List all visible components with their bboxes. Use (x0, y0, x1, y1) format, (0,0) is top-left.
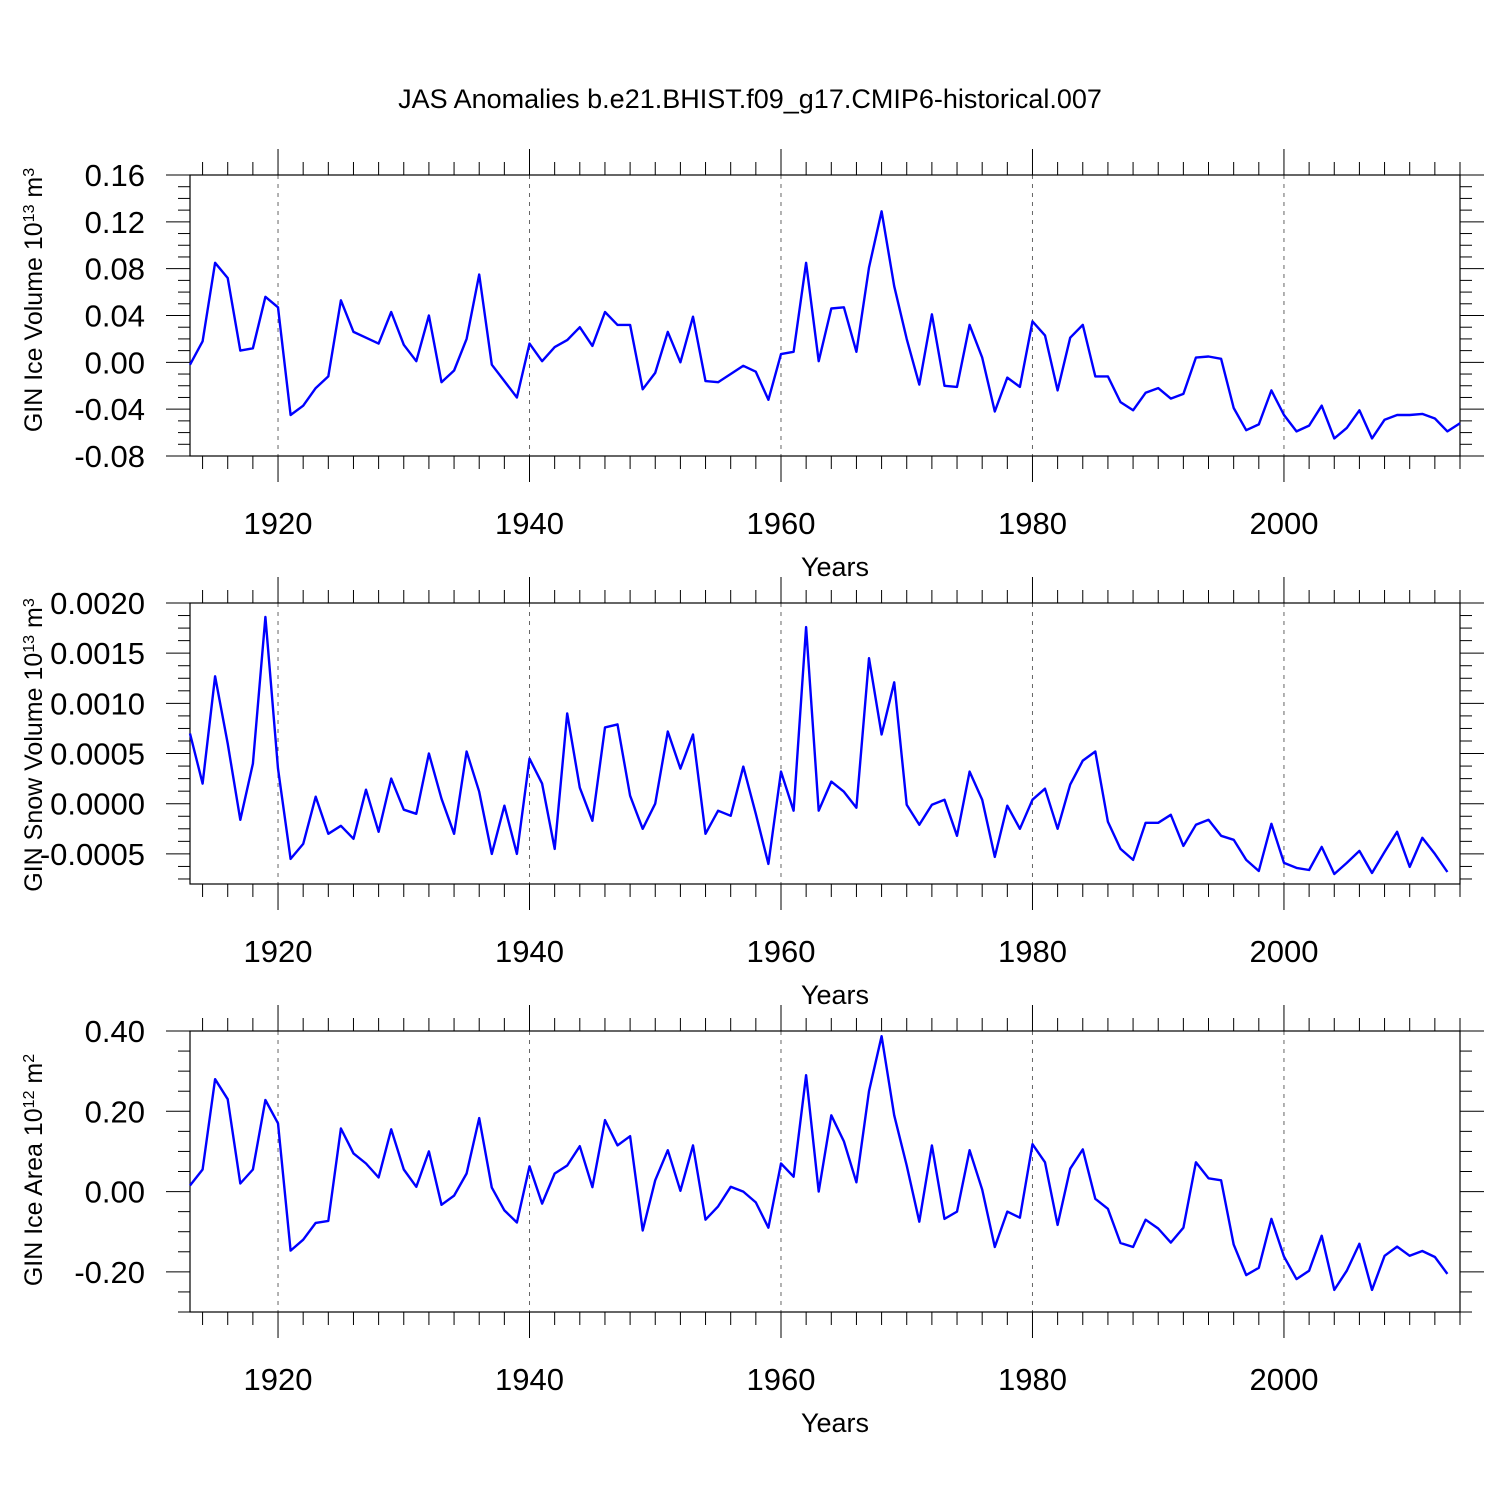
x-tick-label: 1940 (495, 506, 564, 541)
y-tick-label: 0.40 (85, 1014, 145, 1049)
y-tick-label: -0.04 (74, 392, 145, 427)
chart-title: JAS Anomalies b.e21.BHIST.f09_g17.CMIP6-… (398, 84, 1102, 114)
plot-frame (189, 174, 1461, 457)
x-axis-label: Years (801, 980, 869, 1010)
x-axis-label: Years (801, 1408, 869, 1438)
x-tick-label: 1940 (495, 1362, 564, 1397)
y-tick-label: 0.12 (85, 205, 145, 240)
panel-ice-area: 1920 1940 1960 1980 2000 -0.20 0.00 0.20 0.40 GIN… (20, 1005, 1484, 1438)
x-tick-label: 1920 (244, 934, 313, 969)
x-tick-label: 2000 (1249, 1362, 1318, 1397)
y-axis-label: GIN Snow Volume 1013 m3 (20, 598, 48, 892)
x-tick-label: 1960 (747, 1362, 816, 1397)
panel-snow-volume: 1920 1940 1960 1980 2000 -0.0005 0.0000 0.0005 0… (20, 577, 1484, 1010)
y-tick-label: -0.20 (74, 1255, 145, 1290)
x-tick-label: 1980 (998, 1362, 1067, 1397)
series-line (188, 210, 1461, 440)
x-tick-label: 1960 (747, 934, 816, 969)
x-axis-label: Years (801, 552, 869, 582)
x-tick-label: 1920 (244, 506, 313, 541)
y-tick-label: 0.16 (85, 158, 145, 193)
y-tick-label: 0.08 (85, 252, 145, 287)
series-line (189, 1034, 1449, 1292)
panel-ice-volume: 1920 1940 1960 1980 2000 -0.08 -0.04 0.00 0.04 0.… (20, 149, 1484, 582)
x-tick-label: 1920 (244, 1362, 313, 1397)
y-tick-label: 0.0010 (50, 686, 145, 721)
x-tick-label: 2000 (1249, 934, 1318, 969)
x-tick-label: 2000 (1249, 506, 1318, 541)
y-tick-label: 0.0000 (50, 787, 145, 822)
x-tick-label: 1940 (495, 934, 564, 969)
y-axis-label: GIN Ice Area 1012 m2 (20, 1054, 48, 1286)
y-tick-label: 0.0020 (50, 586, 145, 621)
x-tick-label: 1960 (747, 506, 816, 541)
plot-frame (189, 602, 1461, 885)
y-tick-label: 0.20 (85, 1094, 145, 1129)
y-tick-label: 0.00 (85, 1175, 145, 1210)
y-axis-label: GIN Ice Volume 1013 m3 (20, 168, 48, 432)
series-line (188, 615, 1449, 876)
y-tick-label: -0.0005 (40, 837, 145, 872)
y-tick-label: -0.08 (74, 439, 145, 474)
y-tick-label: 0.0015 (50, 636, 145, 671)
y-tick-label: 0.0005 (50, 737, 145, 772)
x-tick-label: 1980 (998, 506, 1067, 541)
x-tick-label: 1980 (998, 934, 1067, 969)
y-tick-label: 0.00 (85, 345, 145, 380)
y-tick-label: 0.04 (85, 299, 145, 334)
